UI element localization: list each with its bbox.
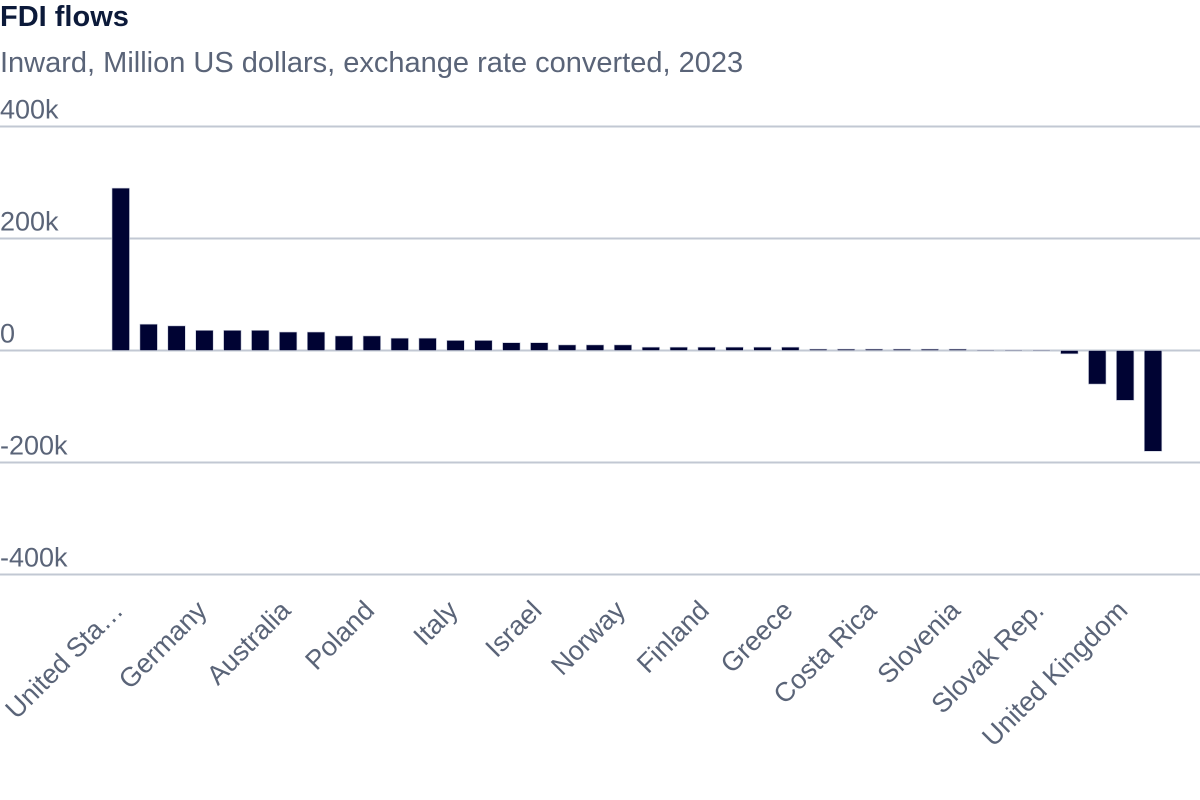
bar[interactable] bbox=[864, 348, 884, 351]
bar[interactable] bbox=[669, 346, 688, 351]
y-tick-label: 400k bbox=[0, 95, 59, 125]
chart-title: FDI flows bbox=[0, 1, 129, 33]
bar[interactable] bbox=[279, 331, 298, 351]
x-tick-label: Greece bbox=[715, 595, 799, 679]
bar[interactable] bbox=[948, 348, 967, 351]
bar[interactable] bbox=[920, 348, 939, 351]
bar[interactable] bbox=[892, 348, 912, 351]
bar[interactable] bbox=[753, 346, 772, 351]
bar[interactable] bbox=[418, 337, 437, 351]
bar[interactable] bbox=[809, 348, 828, 351]
bar[interactable] bbox=[697, 346, 716, 351]
bar[interactable] bbox=[195, 330, 214, 351]
x-tick-label: Poland bbox=[299, 595, 380, 676]
bar[interactable] bbox=[1116, 350, 1135, 401]
bar[interactable] bbox=[139, 323, 158, 351]
bar[interactable] bbox=[530, 342, 549, 351]
x-tick-label: Germany bbox=[113, 595, 213, 695]
y-tick-label: -200k bbox=[0, 431, 68, 461]
bar[interactable] bbox=[725, 346, 744, 351]
bar[interactable] bbox=[1004, 349, 1023, 352]
x-tick-label: Norway bbox=[545, 595, 631, 681]
bar[interactable] bbox=[837, 348, 856, 351]
y-tick-label: -400k bbox=[0, 543, 68, 573]
bar[interactable] bbox=[362, 335, 381, 351]
bar[interactable] bbox=[390, 337, 409, 351]
bar[interactable] bbox=[474, 340, 493, 351]
bar[interactable] bbox=[781, 346, 800, 351]
x-tick-label: Italy bbox=[408, 595, 465, 652]
bar[interactable] bbox=[585, 344, 605, 351]
x-tick-label: Israel bbox=[480, 595, 548, 663]
bar[interactable] bbox=[641, 346, 660, 351]
bar[interactable] bbox=[558, 344, 577, 351]
y-axis-ticks: 400k 200k 0 -200k -400k bbox=[0, 95, 68, 573]
bar[interactable] bbox=[306, 331, 326, 351]
bar[interactable] bbox=[1060, 350, 1079, 355]
bar[interactable] bbox=[334, 335, 354, 351]
bars bbox=[111, 187, 1163, 452]
x-tick-label: Finland bbox=[631, 595, 715, 679]
bar[interactable] bbox=[446, 340, 465, 351]
bar[interactable] bbox=[251, 330, 270, 351]
bar[interactable] bbox=[1144, 350, 1163, 452]
bar[interactable] bbox=[167, 325, 186, 351]
x-tick-label: United Kingdom bbox=[976, 595, 1133, 752]
bar[interactable] bbox=[1032, 349, 1051, 352]
bar[interactable] bbox=[223, 330, 242, 351]
y-tick-label: 200k bbox=[0, 207, 59, 237]
bar[interactable] bbox=[613, 344, 633, 351]
bar[interactable] bbox=[976, 349, 995, 352]
chart-subtitle: Inward, Million US dollars, exchange rat… bbox=[0, 47, 744, 79]
bar[interactable] bbox=[502, 342, 521, 351]
x-tick-label: United Sta… bbox=[0, 595, 129, 724]
y-tick-label: 0 bbox=[0, 319, 15, 349]
bar[interactable] bbox=[111, 187, 130, 351]
x-tick-label: Australia bbox=[201, 594, 297, 690]
bar[interactable] bbox=[1088, 350, 1107, 385]
